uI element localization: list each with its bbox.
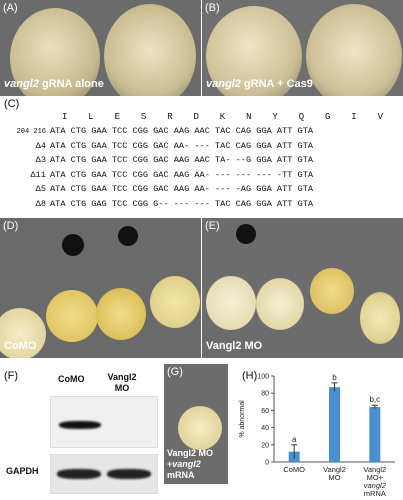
- sequence-row: Δ11 ATA CTG GAA TCC CGG GAC AAG AA- --- -…: [0, 169, 314, 180]
- amino-acid: I: [62, 112, 68, 122]
- panel-c-sequence-alignment: (C) I L E S R D K N Y Q G I V 204 216 ATA CTG GAA TCC…: [0, 98, 403, 216]
- embryo-image: [96, 288, 146, 340]
- significance-label: b,c: [369, 395, 380, 404]
- amino-acid: V: [377, 112, 383, 122]
- panel-label: (D): [3, 220, 19, 232]
- panel-caption: vangl2 gRNA alone: [4, 78, 104, 90]
- amino-acid: E: [114, 112, 120, 122]
- panel-label: (H): [242, 370, 258, 382]
- significance-label: b: [332, 373, 337, 382]
- panel-label: (A): [3, 2, 18, 14]
- sequence-bases: ATA CTG GAA TCC CGG GAC AAG AA- --- -AG …: [50, 184, 314, 194]
- category-label: MO: [328, 473, 340, 482]
- category-label: CoMO: [283, 465, 305, 474]
- panel-g: (G) Vangl2 MO +vangl2 mRNA: [164, 364, 228, 484]
- embryo-image: [256, 278, 304, 330]
- loading-control-label: GAPDH: [6, 466, 39, 476]
- amino-acid: K: [219, 112, 226, 122]
- y-axis-label: % abnormal: [239, 400, 246, 438]
- blot-gapdh: [50, 454, 158, 494]
- amino-acid: R: [167, 112, 173, 122]
- sequence-label: Δ4: [35, 140, 46, 151]
- y-tick-label: 60: [261, 408, 269, 415]
- category-label: MO+: [367, 473, 384, 482]
- bar: [369, 406, 381, 462]
- amino-acid: I: [351, 112, 357, 122]
- sequence-row: 204 216 ATA CTG GAA TCC CGG GAC AAG AAC T…: [0, 126, 313, 136]
- panel-b: (B) vangl2 gRNA + Cas9: [202, 0, 403, 96]
- sequence-bases: ATA CTG GAA TCC CGG GAC AAG AAC TA- --G …: [50, 155, 314, 165]
- eye-spot: [62, 234, 84, 256]
- embryo-image: [310, 268, 354, 314]
- sequence-bases: ATA CTG GAA TCC CGG GAC AAG AAC TAC CAG …: [50, 126, 314, 136]
- panel-h-bar-chart: (H) 0 20 40 60 80 100% abnormal a CoMO b Vangl2 MO…: [230, 362, 403, 500]
- embryo-image: [10, 8, 100, 96]
- panel-d: (D) CoMO: [0, 218, 201, 358]
- panel-caption: Vangl2 MO +vangl2 mRNA: [167, 448, 214, 480]
- panel-caption: Vangl2 MO: [206, 340, 263, 352]
- embryo-image: [206, 276, 256, 330]
- panel-label: (B): [205, 2, 220, 14]
- embryo-image: [206, 6, 302, 96]
- blot-vangl2: [50, 396, 158, 448]
- sequence-label: Δ11: [30, 169, 46, 180]
- band-como: [59, 421, 101, 429]
- eye-spot: [236, 224, 256, 244]
- amino-acid: L: [88, 112, 94, 122]
- embryo-image: [150, 276, 200, 328]
- sequence-label: Δ5: [35, 184, 46, 194]
- category-label: Vangl2: [363, 465, 386, 474]
- sequence-label: Δ3: [35, 155, 46, 165]
- category-label: Vangl2: [323, 465, 346, 474]
- sequence-label: 204 216: [16, 128, 46, 136]
- lane-label-vangl2-mo: Vangl2 MO: [107, 372, 137, 393]
- sequence-bases: ATA CTG GAA TCC CGG GAC AAG AA- --- --- …: [50, 169, 314, 180]
- panel-e: (E) Vangl2 MO: [202, 218, 403, 358]
- panel-label: (G): [167, 366, 183, 378]
- y-tick-label: 20: [261, 442, 269, 449]
- sequence-bases: ATA CTG GAG TCC CGG G-- --- --- TAC CAG …: [50, 198, 314, 209]
- y-tick-label: 0: [265, 460, 269, 467]
- band-gapdh-2: [107, 469, 151, 479]
- sequence-row: Δ8 ATA CTG GAG TCC CGG G-- --- --- TAC CA…: [0, 199, 313, 209]
- embryo-image: [360, 292, 400, 344]
- amino-acid: S: [140, 112, 147, 122]
- panel-label: (C): [4, 98, 20, 110]
- y-tick-label: 100: [257, 374, 269, 381]
- eye-spot: [118, 226, 138, 246]
- amino-acid: N: [246, 112, 252, 122]
- sequence-bases: ATA CTG GAA TCC CGG GAC AA- --- TAC CAG …: [50, 140, 314, 151]
- band-gapdh-1: [57, 469, 101, 479]
- panel-label: (E): [205, 220, 220, 232]
- category-label: mRNA: [364, 489, 386, 498]
- panel-caption: vangl2 gRNA + Cas9: [206, 78, 313, 90]
- embryo-image: [0, 308, 46, 358]
- panel-caption: CoMO: [4, 340, 37, 352]
- sequence-row: Δ3 ATA CTG GAA TCC CGG GAC AAG AAC TA- --…: [0, 155, 313, 165]
- bar: [329, 387, 340, 462]
- amino-acid: Q: [298, 112, 305, 122]
- panel-f-western-blot: (F) CoMO Vangl2 MO GAPDH: [0, 362, 160, 500]
- panel-a: (A) vangl2 gRNA alone: [0, 0, 201, 96]
- sequence-row: Δ4 ATA CTG GAA TCC CGG GAC AA- --- TAC CA…: [0, 141, 313, 151]
- embryo-image: [178, 406, 222, 450]
- category-label: vangl2: [364, 481, 387, 490]
- sequence-row: Δ5 ATA CTG GAA TCC CGG GAC AAG AA- --- -A…: [0, 184, 313, 194]
- panel-label: (F): [4, 370, 19, 382]
- lane-label-como: CoMO: [58, 374, 85, 384]
- significance-label: a: [292, 435, 297, 444]
- amino-acid: D: [193, 112, 199, 122]
- embryo-image: [104, 4, 196, 96]
- y-tick-label: 40: [261, 425, 269, 432]
- sequence-label: Δ8: [35, 198, 46, 209]
- embryo-image: [46, 290, 98, 342]
- y-tick-label: 80: [261, 391, 269, 398]
- amino-acid: G: [325, 112, 331, 122]
- embryo-image: [306, 4, 402, 96]
- amino-acid: Y: [272, 112, 278, 122]
